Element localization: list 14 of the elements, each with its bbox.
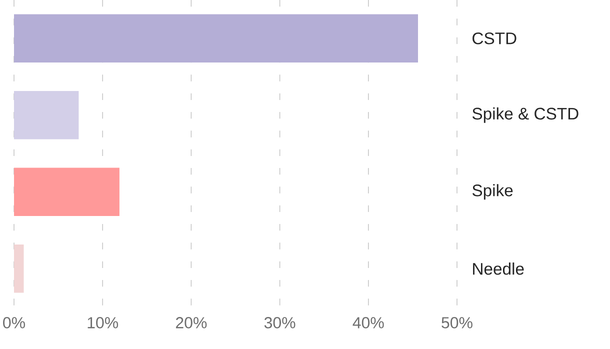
x-tick-label: 10% [88, 317, 118, 328]
y-tick-label: Needle [473, 262, 524, 275]
x-tick-label: 50% [442, 317, 472, 328]
x-tick-label: 20% [176, 317, 207, 328]
x-tick-label: 30% [264, 317, 296, 328]
x-tick-label: 0% [3, 317, 25, 328]
bar [14, 90, 79, 140]
x-tick-label: 40% [352, 317, 384, 328]
bar [14, 14, 418, 63]
bar [14, 168, 120, 216]
y-tick-label: Spike [472, 184, 513, 200]
bar [14, 244, 24, 293]
y-tick-label: CSTD [472, 32, 516, 44]
y-tick-label: Spike & CSTD [472, 107, 578, 123]
